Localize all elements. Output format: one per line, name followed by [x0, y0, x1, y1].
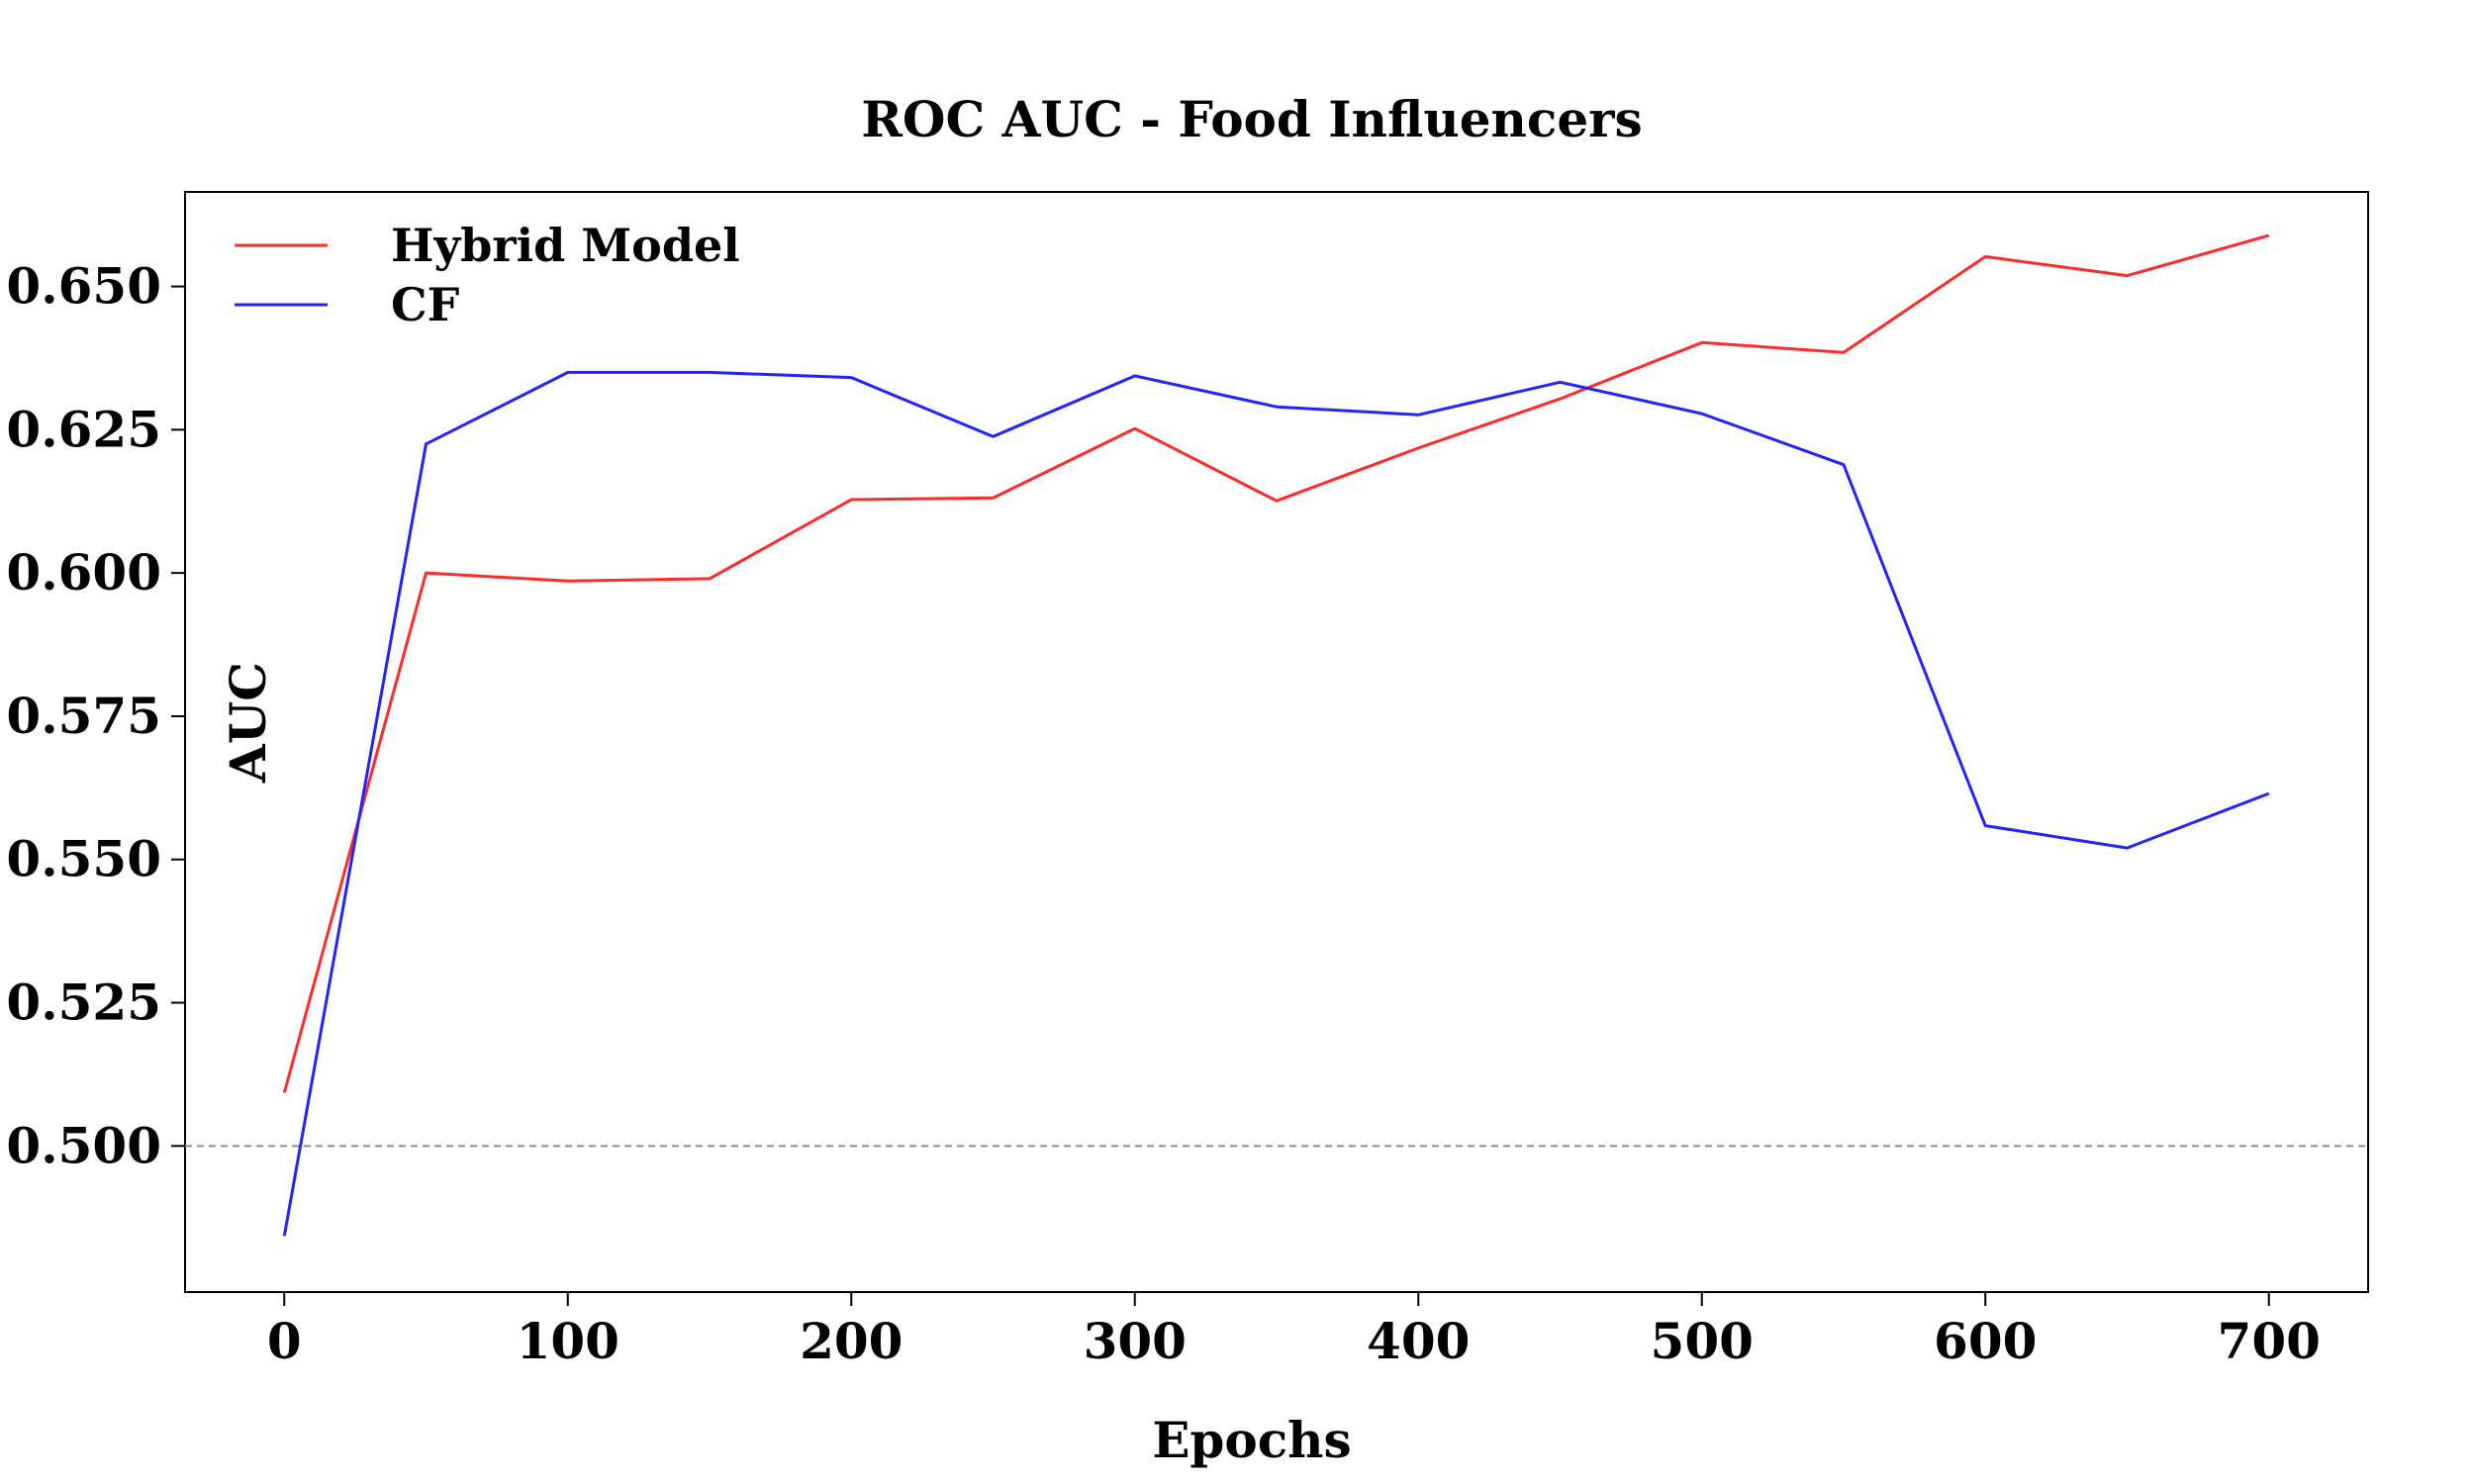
x-tick-label: 700 — [2218, 1312, 2321, 1370]
y-tick-label: 0.550 — [6, 830, 161, 888]
series-line-hybrid-model — [282, 233, 2270, 1093]
x-tick-label: 500 — [1651, 1312, 1754, 1370]
y-tick-label: 0.650 — [6, 257, 161, 316]
legend-label: Hybrid Model — [391, 219, 740, 272]
x-tick-label: 400 — [1367, 1312, 1470, 1370]
y-tick-label: 0.525 — [6, 974, 161, 1032]
x-tick-label: 100 — [517, 1312, 619, 1370]
y-tick-label: 0.625 — [6, 400, 161, 458]
y-axis-ticks: 0.500 0.525 0.550 0.575 0.600 0.625 0.650 — [6, 257, 185, 1174]
x-axis-label: Epochs — [1152, 1411, 1351, 1469]
legend-label: CF — [391, 278, 460, 331]
y-tick-label: 0.500 — [6, 1116, 161, 1174]
y-axis-label: AUC — [219, 662, 277, 784]
x-tick-label: 300 — [1084, 1312, 1187, 1370]
series-layer — [282, 233, 2270, 1237]
chart-title: ROC AUC - Food Influencers — [861, 90, 1642, 148]
legend: Hybrid Model CF — [235, 219, 740, 331]
x-tick-label: 600 — [1934, 1312, 2037, 1370]
y-tick-label: 0.575 — [6, 687, 161, 745]
x-tick-label: 200 — [800, 1312, 903, 1370]
series-line-cf — [282, 370, 2270, 1237]
y-tick-label: 0.600 — [6, 543, 161, 602]
x-tick-label: 0 — [267, 1312, 302, 1370]
plot-frame — [184, 191, 2369, 1293]
x-axis-ticks: 0 100 200 300 400 500 600 700 — [267, 1292, 2321, 1370]
